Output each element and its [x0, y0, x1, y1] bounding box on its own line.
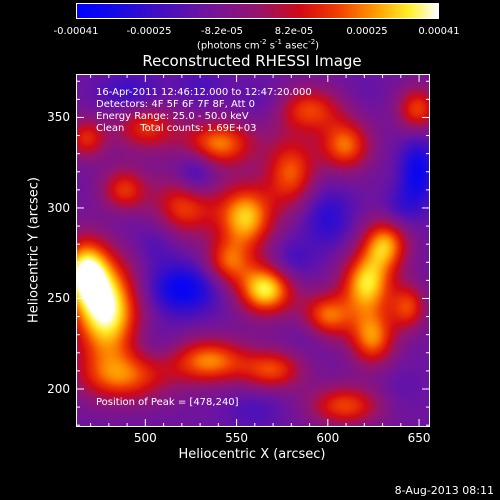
colorbar-tick-label: 8.2e-05 — [274, 26, 314, 37]
x-axis-label: Heliocentric X (arcsec) — [178, 447, 326, 462]
x-tick-label: 500 — [133, 431, 157, 445]
x-tick-label: 650 — [407, 431, 431, 445]
footer-date: 8-Aug-2013 08:11 — [394, 484, 494, 497]
x-tick-label: 550 — [225, 431, 249, 445]
y-tick-label: 300 — [47, 200, 70, 215]
peak-position-label: Position of Peak = [478,240] — [96, 397, 239, 408]
colorbar-gradient — [76, 3, 439, 19]
colorbar-tick-label: -8.2e-05 — [201, 26, 243, 37]
y-tick-label: 200 — [47, 381, 70, 396]
heatmap-image — [77, 75, 429, 426]
y-tick-label: 350 — [47, 110, 70, 125]
y-tick-label: 250 — [47, 291, 70, 306]
info-detectors: Detectors: 4F 5F 6F 7F 8F, Att 0 — [96, 99, 256, 110]
info-total-counts: Clean Total counts: 1.69E+03 — [96, 123, 257, 134]
colorbar-tick-label: 0.00041 — [418, 26, 460, 37]
colorbar-tick-label: -0.00025 — [126, 26, 172, 37]
colorbar-units-label: (photons cm-2 s-1 asec-2) — [196, 38, 320, 52]
info-energy-range: Energy Range: 25.0 - 50.0 keV — [96, 111, 249, 122]
x-tick-label: 600 — [316, 431, 340, 445]
y-axis-label: Heliocentric Y (arcsec) — [26, 177, 42, 323]
colorbar-tick-label: 0.00025 — [346, 26, 388, 37]
colorbar-tick-label: -0.00041 — [53, 26, 99, 37]
plot-area: 16-Apr-2011 12:46:12.000 to 12:47:20.000… — [76, 74, 430, 427]
chart-title: Reconstructed RHESSI Image — [142, 52, 362, 70]
info-time-range: 16-Apr-2011 12:46:12.000 to 12:47:20.000 — [96, 87, 312, 98]
